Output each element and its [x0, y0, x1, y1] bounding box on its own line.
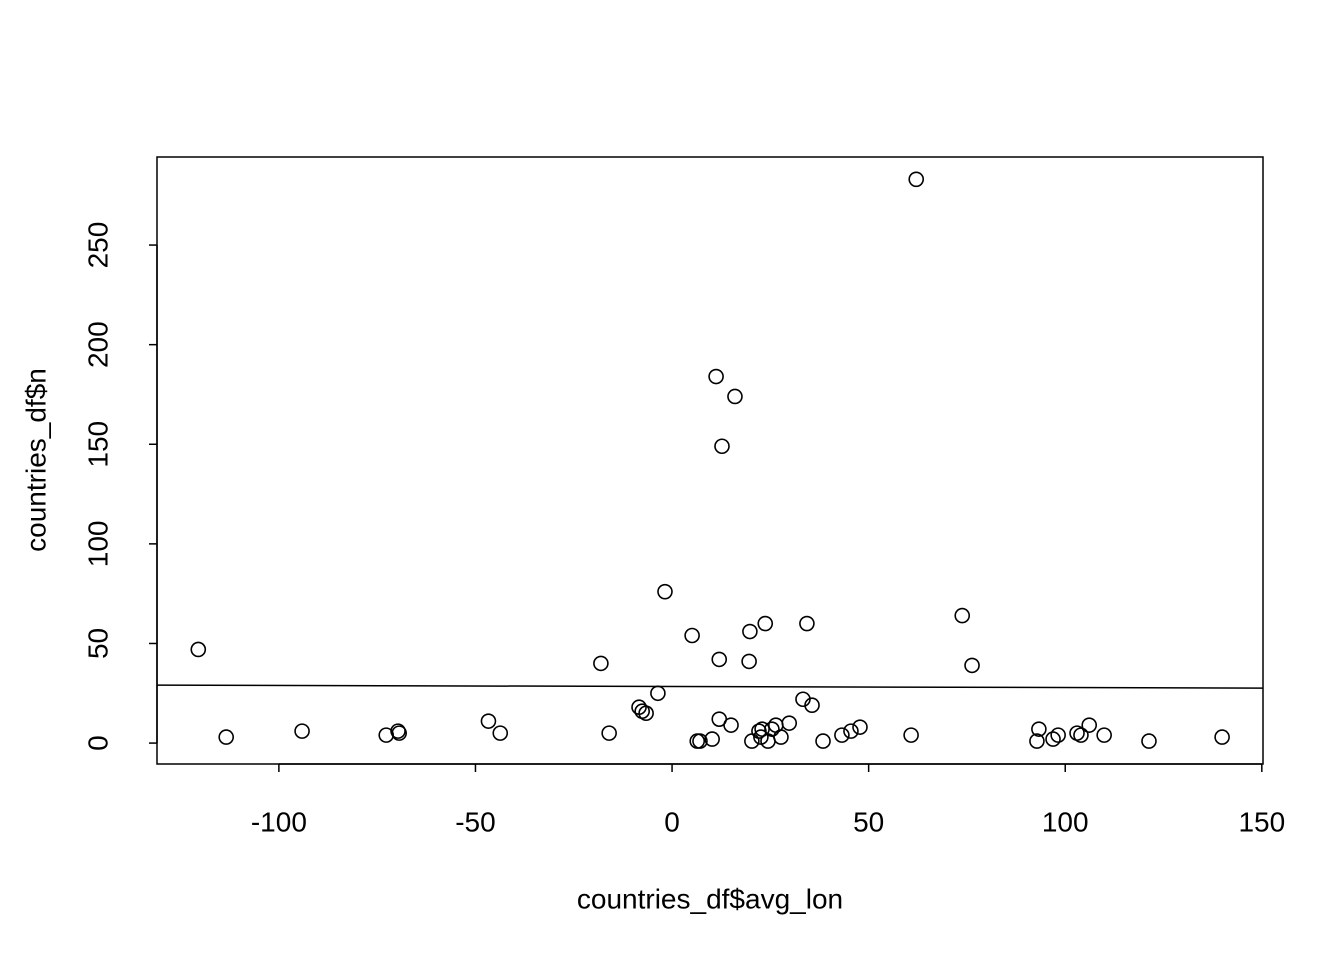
point [742, 623, 758, 640]
point [711, 651, 728, 668]
point [727, 388, 743, 405]
x-tick-label: 0 [664, 806, 680, 837]
point [638, 705, 654, 722]
point [954, 607, 971, 624]
point [1029, 733, 1045, 749]
point [815, 733, 831, 749]
point [714, 438, 730, 455]
y-tick-label: 150 [82, 421, 113, 468]
point [708, 368, 724, 385]
point [218, 729, 234, 745]
point [601, 725, 617, 741]
point [1141, 733, 1157, 749]
y-tick-label: 250 [82, 222, 113, 269]
point [764, 721, 780, 737]
x-tick-label: -100 [251, 806, 307, 837]
point [723, 717, 739, 733]
point [1073, 727, 1089, 743]
point [781, 715, 798, 731]
point [908, 171, 925, 188]
point [799, 615, 815, 632]
point [704, 731, 720, 747]
point [190, 641, 207, 658]
point [852, 719, 868, 735]
point [294, 723, 310, 739]
point [1031, 721, 1047, 737]
plot-box [156, 156, 1264, 765]
point [1081, 717, 1098, 733]
point [692, 733, 708, 749]
y-tick-label: 100 [82, 521, 113, 568]
y-axis-label: countries_df$n [20, 368, 51, 552]
point [834, 727, 850, 743]
point [1050, 727, 1066, 743]
point [1096, 727, 1112, 743]
point [492, 725, 509, 741]
point [843, 723, 859, 739]
point [804, 697, 820, 714]
point [744, 733, 760, 749]
point [390, 723, 406, 739]
point [903, 727, 919, 743]
point [593, 655, 609, 672]
y-tick-label: 200 [82, 321, 113, 368]
point [391, 725, 407, 741]
point [480, 713, 497, 729]
point [1214, 729, 1230, 745]
point [964, 657, 980, 674]
point [684, 627, 700, 644]
x-tick-label: 50 [853, 806, 884, 837]
x-tick-label: 150 [1238, 806, 1285, 837]
point [1045, 731, 1061, 747]
x-tick-label: 100 [1042, 806, 1089, 837]
x-axis-label: countries_df$avg_lon [577, 883, 843, 914]
point [773, 729, 789, 745]
x-tick-label: -50 [455, 806, 495, 837]
y-tick-label: 50 [82, 628, 113, 659]
point [650, 685, 666, 702]
point [757, 615, 774, 632]
point [741, 653, 757, 670]
y-tick-label: 0 [82, 735, 113, 751]
fit-line [156, 684, 1264, 689]
point [657, 583, 673, 600]
